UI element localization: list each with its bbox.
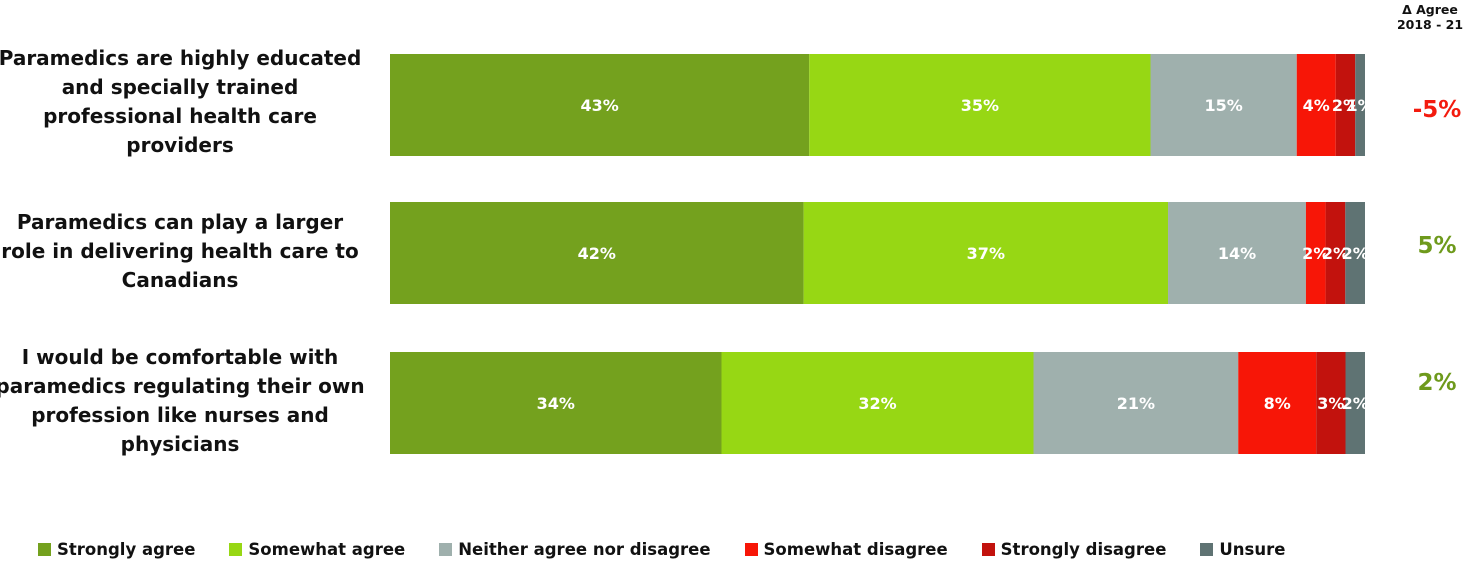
data-label-3-strongly-disagree: 3% (1317, 394, 1344, 413)
data-label-3-somewhat-agree: 32% (858, 394, 896, 413)
data-label-1-strongly-disagree: 2% (1332, 96, 1359, 115)
delta-header-line-1: Δ Agree (1402, 2, 1458, 17)
bar-2-unsure (1345, 202, 1365, 304)
delta-agree-header: Δ Agree 2018 - 21 (1392, 2, 1468, 32)
data-label-2-somewhat-disagree: 2% (1302, 244, 1329, 263)
bar-1-somewhat-agree (809, 54, 1151, 156)
bar-3-unsure (1345, 352, 1365, 454)
bar-3-strongly-disagree (1316, 352, 1346, 454)
delta-value-2: 5% (1417, 233, 1457, 259)
legend-item-neither: Neither agree nor disagree (439, 540, 711, 559)
bar-2-strongly-disagree (1325, 202, 1346, 304)
delta-value-1: -5% (1412, 97, 1462, 123)
data-label-2-strongly-disagree: 2% (1322, 244, 1349, 263)
data-label-1-strongly-agree: 43% (580, 96, 618, 115)
legend-item-strongly-disagree: Strongly disagree (981, 540, 1167, 559)
legend-swatch-somewhat-disagree (744, 543, 758, 556)
data-label-3-strongly-agree: 34% (537, 394, 575, 413)
data-label-1-neither-agree-nor-disagree: 15% (1204, 96, 1242, 115)
legend-label-somewhat-disagree: Somewhat disagree (763, 540, 948, 559)
data-label-2-unsure: 2% (1342, 244, 1369, 263)
legend-swatch-somewhat-agree (229, 543, 243, 556)
legend-label-strongly-agree: Strongly agree (57, 540, 196, 559)
bar-3-neither-agree-nor-disagree (1033, 352, 1239, 454)
legend-swatch-unsure (1200, 543, 1214, 556)
data-label-3-somewhat-disagree: 8% (1264, 394, 1291, 413)
data-label-1-unsure: 1% (1347, 96, 1374, 115)
category-label-3: I would be comfortable with paramedics r… (0, 345, 365, 456)
bar-2-somewhat-agree (803, 202, 1169, 304)
bar-1-strongly-disagree (1335, 54, 1356, 156)
data-label-1-somewhat-disagree: 4% (1303, 96, 1330, 115)
legend-item-strongly-agree: Strongly agree (38, 540, 195, 559)
legend-label-neither: Neither agree nor disagree (458, 540, 711, 559)
legend-item-somewhat-agree: Somewhat agree (229, 540, 405, 559)
delta-header-line-2: 2018 - 21 (1396, 17, 1464, 32)
data-label-2-strongly-agree: 42% (578, 244, 616, 263)
category-label-1: Paramedics are highly educated and speci… (0, 46, 362, 157)
legend-item-somewhat-disagree: Somewhat disagree (744, 540, 948, 559)
bar-2-somewhat-disagree (1305, 202, 1326, 304)
legend: Strongly agree Somewhat agree Neither ag… (38, 540, 1285, 559)
category-label-2: Paramedics can play a larger role in del… (1, 210, 359, 292)
bar-1-unsure (1355, 54, 1365, 156)
bar-2-strongly-agree (390, 202, 804, 304)
bar-1-strongly-agree (390, 54, 810, 156)
bar-3-strongly-agree (390, 352, 722, 454)
legend-swatch-strongly-disagree (981, 543, 995, 556)
legend-swatch-neither (439, 543, 453, 556)
data-label-3-neither-agree-nor-disagree: 21% (1117, 394, 1155, 413)
delta-value-3: 2% (1417, 370, 1457, 396)
legend-item-unsure: Unsure (1200, 540, 1285, 559)
bar-2-neither-agree-nor-disagree (1168, 202, 1306, 304)
bar-3-somewhat-agree (721, 352, 1034, 454)
data-label-3-unsure: 2% (1342, 394, 1369, 413)
bar-3-somewhat-disagree (1238, 352, 1317, 454)
bar-1-somewhat-disagree (1296, 54, 1336, 156)
legend-label-strongly-disagree: Strongly disagree (1000, 540, 1167, 559)
legend-label-somewhat-agree: Somewhat agree (248, 540, 406, 559)
legend-swatch-strongly-agree (38, 543, 51, 556)
data-label-1-somewhat-agree: 35% (961, 96, 999, 115)
bar-1-neither-agree-nor-disagree (1150, 54, 1297, 156)
legend-label-unsure: Unsure (1219, 540, 1286, 559)
data-label-2-somewhat-agree: 37% (967, 244, 1005, 263)
data-label-2-neither-agree-nor-disagree: 14% (1218, 244, 1256, 263)
